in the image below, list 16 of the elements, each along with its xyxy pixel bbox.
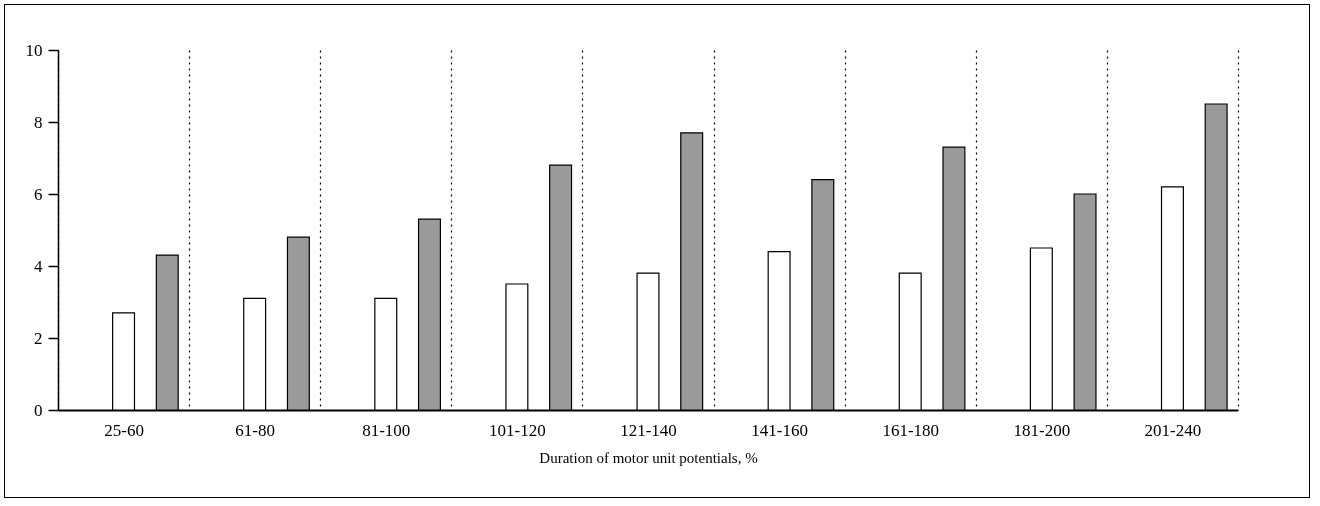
- x-tick-label: 101-120: [489, 420, 546, 440]
- y-tick-label: 2: [34, 328, 43, 348]
- y-tick-label: 4: [34, 256, 43, 276]
- y-tick-label: 10: [25, 40, 43, 60]
- x-tick-label: 181-200: [1013, 420, 1071, 440]
- x-tick-label: 81-100: [362, 420, 411, 440]
- y-tick-label: 8: [34, 112, 43, 132]
- x-tick-label: 201-240: [1144, 420, 1202, 440]
- x-axis-title: Duration of motor unit potentials, %: [539, 449, 758, 466]
- y-tick-label: 0: [34, 400, 43, 420]
- x-tick-label: 25-60: [104, 420, 144, 440]
- x-tick-label: 141-160: [751, 420, 808, 440]
- x-tick-label: 61-80: [235, 420, 275, 440]
- x-tick-label: 161-180: [882, 420, 940, 440]
- x-tick-label: 121-140: [620, 420, 677, 440]
- y-tick-label: 6: [34, 184, 43, 204]
